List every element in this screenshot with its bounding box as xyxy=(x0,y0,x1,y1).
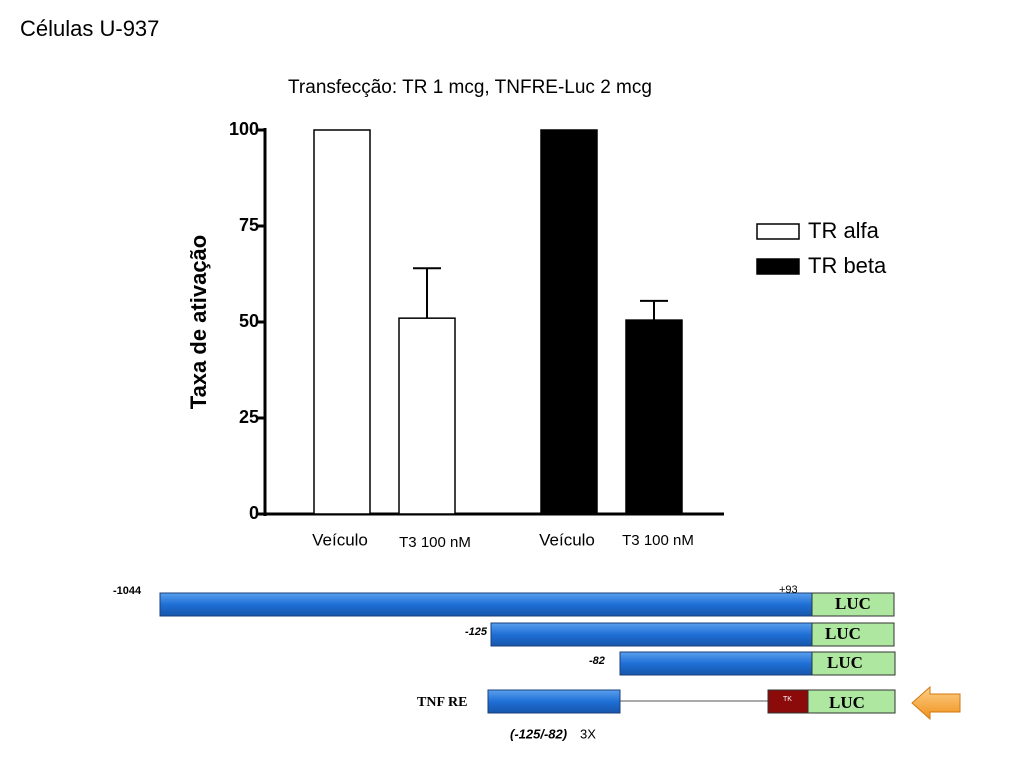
luc-box xyxy=(811,592,895,617)
y-axis-label: Taxa de ativação xyxy=(186,235,211,409)
luc-box xyxy=(811,622,895,647)
row-start-label: -125 xyxy=(465,626,488,638)
tk-label: TK xyxy=(783,696,792,703)
arrow-icon xyxy=(911,685,961,721)
x-tick-label: Veículo xyxy=(312,530,368,549)
x-tick-label: T3 100 nM xyxy=(622,532,694,549)
caption-italic: (-125/-82) xyxy=(510,726,567,741)
slide-title: Células U-937 xyxy=(20,16,159,41)
y-tick-label: 100 xyxy=(229,119,259,139)
row-end-label: +93 xyxy=(779,584,798,596)
bar xyxy=(398,317,456,515)
promoter-bar xyxy=(487,689,621,714)
row-start-label: TNF RE xyxy=(417,695,467,710)
chart-title: Transfecção: TR 1 mcg, TNFRE-Luc 2 mcg xyxy=(288,77,652,98)
y-tick-label: 25 xyxy=(239,407,259,427)
luc-box xyxy=(807,689,896,714)
bar xyxy=(625,319,683,515)
luc-box xyxy=(811,651,896,676)
y-tick-label: 75 xyxy=(239,215,259,235)
error-bar xyxy=(640,299,668,321)
promoter-bar xyxy=(490,622,813,647)
legend-label: TR beta xyxy=(808,253,887,278)
luc-label: LUC xyxy=(829,693,865,712)
legend-swatch xyxy=(756,223,800,240)
luc-label: LUC xyxy=(825,624,861,643)
error-bar xyxy=(413,267,441,319)
promoter-bar xyxy=(159,592,813,617)
diagram: -1044 +93 LUC -125 LUC -82 LUC TNF RE TK… xyxy=(113,584,961,741)
row-start-label: -82 xyxy=(589,655,605,667)
caption: 3X xyxy=(580,726,596,741)
bar xyxy=(313,129,371,515)
y-tick-label: 50 xyxy=(239,311,259,331)
luc-label: LUC xyxy=(827,653,863,672)
legend-label: TR alfa xyxy=(808,218,880,243)
y-tick-label: 0 xyxy=(249,503,259,523)
bar xyxy=(540,129,598,515)
x-tick-label: Veículo xyxy=(539,530,595,549)
legend-swatch xyxy=(756,258,800,275)
x-tick-label: T3 100 nM xyxy=(399,534,471,551)
promoter-bar xyxy=(619,651,813,676)
luc-label: LUC xyxy=(835,594,871,613)
row-start-label: -1044 xyxy=(113,585,142,597)
